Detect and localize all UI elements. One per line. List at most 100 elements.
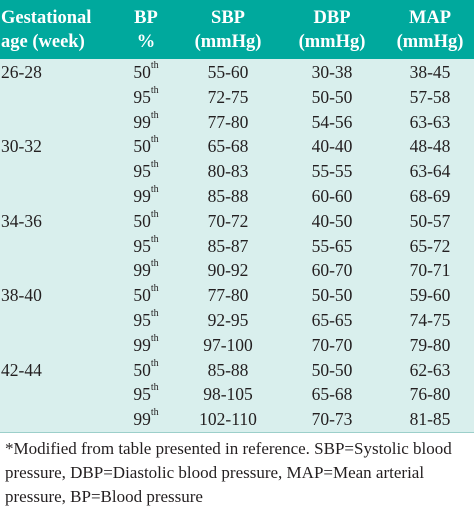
cell-bp-percentile: 95th <box>118 159 174 184</box>
bp-percentile-suffix: th <box>150 84 159 96</box>
cell-map: 63-64 <box>409 161 451 182</box>
table-row: 95th 92-95 65-65 74-75 <box>0 308 474 333</box>
bp-percentile-suffix: th <box>150 407 159 419</box>
cell-sbp: 77-80 <box>207 285 249 306</box>
header-sbp: SBP (mmHg) <box>176 6 280 54</box>
bp-percentile-suffix: th <box>150 184 159 195</box>
table-row: 42-44 50th 85-88 50-50 62-63 <box>0 358 474 383</box>
bp-percentile-value: 95 <box>133 310 151 330</box>
header-bp-percent: BP % <box>118 6 174 54</box>
bp-percentile-suffix: th <box>150 159 159 171</box>
bp-percentile-suffix: th <box>150 109 159 121</box>
table-row: 34-36 50th 70-72 40-50 50-57 <box>0 209 474 234</box>
bp-percentile-suffix: th <box>150 258 159 270</box>
cell-bp-percentile: 50th <box>118 134 174 159</box>
cell-sbp: 98-105 <box>203 384 253 405</box>
cell-bp-percentile: 95th <box>118 308 174 333</box>
table-row: 99th 77-80 54-56 63-63 <box>0 110 474 135</box>
cell-map: 63-63 <box>409 111 451 132</box>
bp-percentile-suffix: th <box>150 208 159 220</box>
bp-percentile-value: 50 <box>133 210 151 231</box>
table-row: 99th 85-88 60-60 68-69 <box>0 184 474 209</box>
cell-dbp: 40-50 <box>311 210 353 231</box>
cell-sbp: 85-88 <box>207 186 249 206</box>
cell-dbp: 55-55 <box>311 161 353 182</box>
cell-map: 79-80 <box>409 334 451 355</box>
cell-dbp: 50-50 <box>311 359 353 380</box>
cell-sbp: 65-68 <box>207 136 249 157</box>
cell-map: 50-57 <box>409 210 451 231</box>
cell-gestational-age: 30-32 <box>1 136 42 157</box>
cell-dbp: 65-68 <box>311 384 353 405</box>
bp-percentile-suffix: th <box>150 382 159 394</box>
header-dbp-line1: DBP <box>313 8 351 28</box>
bp-percentile-value: 99 <box>133 260 151 281</box>
header-sbp-line2: (mmHg) <box>194 32 262 52</box>
bp-percentile-suffix: th <box>150 233 159 245</box>
cell-bp-percentile: 99th <box>118 333 174 358</box>
cell-map: 65-72 <box>409 235 451 256</box>
cell-dbp: 50-50 <box>311 86 353 107</box>
cell-dbp: 60-60 <box>311 186 353 206</box>
bp-percentile-suffix: th <box>150 134 159 146</box>
bp-percentile-value: 99 <box>133 186 151 206</box>
table-footer: *Modified from table presented in refere… <box>0 432 474 519</box>
cell-dbp: 54-56 <box>311 111 353 132</box>
header-dbp-line2: (mmHg) <box>298 32 366 52</box>
header-gestational-line2: age (week) <box>1 32 85 52</box>
bp-percentile-value: 50 <box>133 136 151 157</box>
table-row: 99th 102-110 70-73 81-85 <box>0 407 474 432</box>
header-map: MAP (mmHg) <box>386 6 474 54</box>
table-row: 26-28 50th 55-60 30-38 38-45 <box>0 60 474 85</box>
cell-map: 74-75 <box>409 310 451 330</box>
table-row: 95th 80-83 55-55 63-64 <box>0 159 474 184</box>
cell-map: 38-45 <box>409 62 451 82</box>
cell-map: 62-63 <box>409 359 451 380</box>
cell-sbp: 90-92 <box>207 260 249 281</box>
table-row: 30-32 50th 65-68 40-40 48-48 <box>0 134 474 159</box>
cell-dbp: 70-73 <box>311 409 353 430</box>
bp-percentile-value: 95 <box>133 86 151 107</box>
cell-dbp: 70-70 <box>311 334 353 355</box>
cell-sbp: 85-88 <box>207 359 249 380</box>
cell-dbp: 55-65 <box>311 235 353 256</box>
header-map-line1: MAP <box>408 8 452 28</box>
table-header: Gestational age (week) BP % SBP (mmHg) D… <box>0 0 474 59</box>
cell-map: 68-69 <box>409 186 451 206</box>
cell-sbp: 77-80 <box>207 111 249 132</box>
cell-bp-percentile: 50th <box>118 358 174 383</box>
bp-percentile-value: 95 <box>133 235 151 256</box>
cell-sbp: 97-100 <box>203 334 253 355</box>
cell-bp-percentile: 99th <box>118 184 174 209</box>
cell-map: 48-48 <box>409 136 451 157</box>
cell-gestational-age: 38-40 <box>1 285 42 306</box>
cell-gestational-age: 42-44 <box>1 359 42 380</box>
cell-sbp: 92-95 <box>207 310 249 330</box>
cell-dbp: 50-50 <box>311 285 353 306</box>
cell-map: 81-85 <box>409 409 451 430</box>
bp-percentile-value: 99 <box>133 334 151 355</box>
bp-percentile-value: 95 <box>133 161 151 182</box>
header-sbp-line1: SBP <box>211 8 245 28</box>
header-dbp: DBP (mmHg) <box>282 6 382 54</box>
bp-percentile-value: 99 <box>133 409 151 430</box>
table-row: 99th 90-92 60-70 70-71 <box>0 258 474 283</box>
table-row: 95th 85-87 55-65 65-72 <box>0 234 474 259</box>
bp-percentile-suffix: th <box>150 60 159 71</box>
cell-bp-percentile: 50th <box>118 209 174 234</box>
table-row: 99th 97-100 70-70 79-80 <box>0 333 474 358</box>
cell-map: 59-60 <box>409 285 451 306</box>
table-body: 26-28 50th 55-60 30-38 38-45 95th 72-75 50-50 57… <box>0 59 474 432</box>
cell-sbp: 70-72 <box>207 210 249 231</box>
cell-bp-percentile: 95th <box>118 234 174 259</box>
header-bp-line1: BP <box>134 8 158 28</box>
cell-gestational-age: 26-28 <box>1 62 42 82</box>
cell-sbp: 55-60 <box>207 62 249 82</box>
cell-bp-percentile: 99th <box>118 110 174 135</box>
cell-gestational-age: 34-36 <box>1 210 42 231</box>
cell-bp-percentile: 99th <box>118 407 174 432</box>
cell-bp-percentile: 99th <box>118 258 174 283</box>
cell-bp-percentile: 50th <box>118 60 174 85</box>
bp-percentile-value: 50 <box>133 285 151 306</box>
